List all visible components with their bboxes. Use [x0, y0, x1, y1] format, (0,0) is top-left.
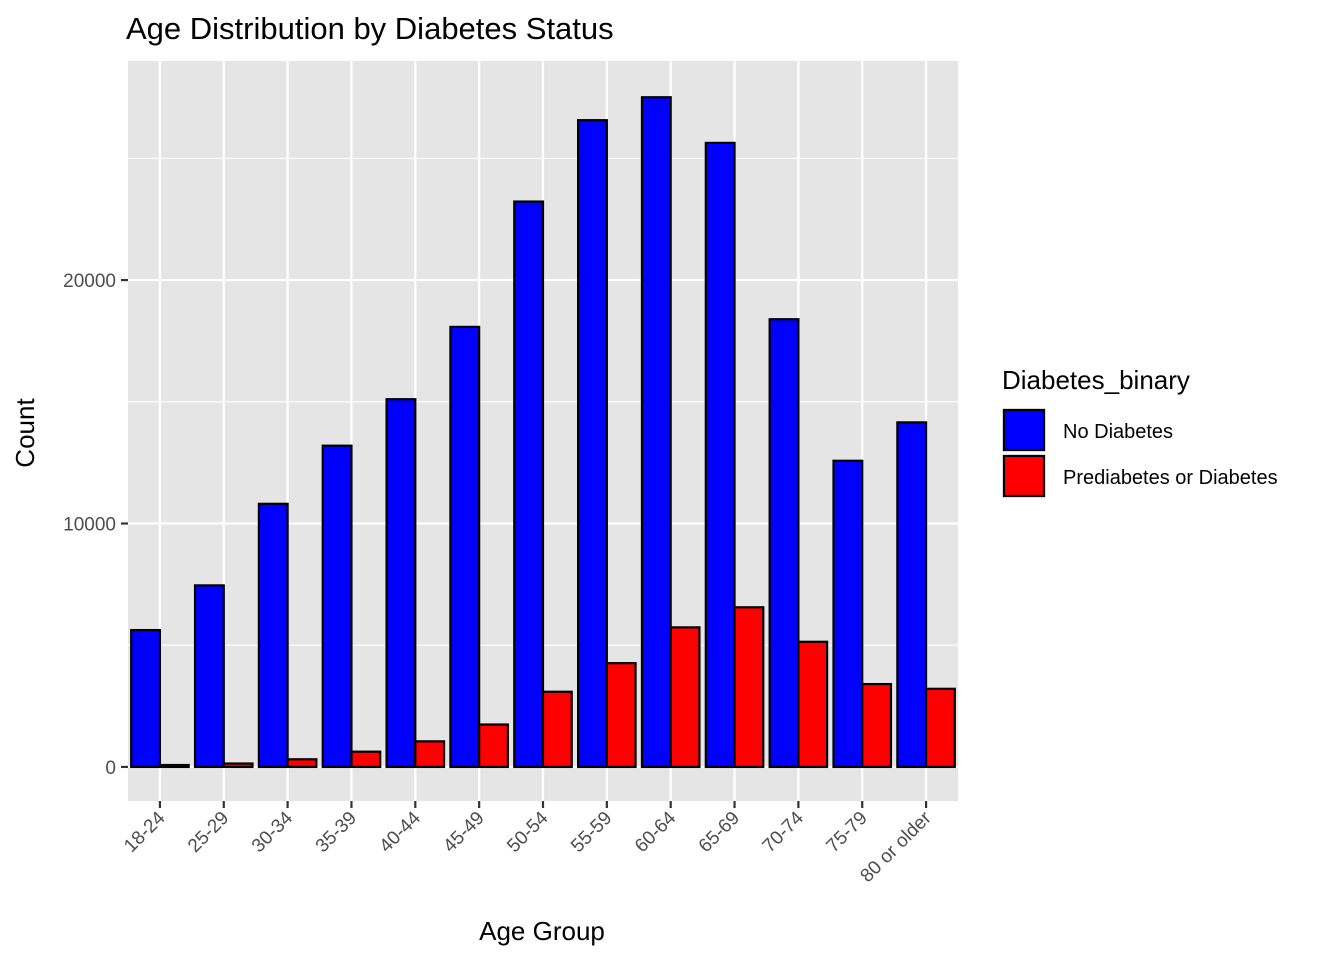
y-axis: 0 10000 20000	[63, 271, 128, 779]
bar-prediabetes-or-diabetes-70-74	[797, 640, 829, 769]
bar-no-diabetes-45-49	[449, 325, 481, 769]
legend-swatch	[1002, 408, 1046, 452]
bar-no-diabetes-40-44	[385, 398, 417, 769]
bar-prediabetes-or-diabetes-65-69	[733, 606, 765, 769]
chart-title: Age Distribution by Diabetes Status	[126, 11, 614, 46]
bar-prediabetes-or-diabetes-50-54	[541, 690, 573, 769]
x-axis-title: Age Group	[479, 916, 605, 946]
bar-prediabetes-or-diabetes-60-64	[669, 626, 701, 769]
x-tick-label: 25-29	[184, 808, 233, 857]
bar-no-diabetes-25-29	[193, 584, 225, 769]
x-tick-label: 50-54	[503, 807, 553, 857]
bar-no-diabetes-35-39	[321, 444, 353, 769]
legend: Diabetes_binary No Diabetes Prediabetes o…	[1002, 365, 1278, 498]
legend-title: Diabetes_binary	[1002, 365, 1190, 395]
legend-label: Prediabetes or Diabetes	[1063, 467, 1278, 489]
y-axis-title: Count	[10, 398, 40, 468]
bar-no-diabetes-60-64	[640, 96, 672, 769]
bar-no-diabetes-70-74	[768, 318, 800, 769]
bar-prediabetes-or-diabetes-40-44	[414, 740, 446, 769]
bar-prediabetes-or-diabetes-30-34	[286, 758, 318, 769]
x-tick-label: 18-24	[120, 807, 170, 857]
bar-prediabetes-or-diabetes-18-24	[158, 763, 190, 769]
bar-no-diabetes-75-79	[832, 459, 864, 769]
legend-label: No Diabetes	[1063, 421, 1173, 443]
y-tick-label: 10000	[63, 515, 116, 536]
legend-swatch	[1002, 454, 1046, 498]
bar-prediabetes-or-diabetes-35-39	[350, 750, 382, 769]
bar-prediabetes-or-diabetes-45-49	[478, 723, 509, 769]
x-tick-label: 80 or older	[857, 807, 937, 887]
y-tick-label: 20000	[63, 271, 116, 292]
x-tick-label: 75-79	[823, 808, 872, 857]
x-tick-label: 45-49	[439, 808, 488, 857]
x-tick-label: 30-34	[248, 807, 298, 857]
x-tick-label: 40-44	[376, 807, 426, 857]
bar-prediabetes-or-diabetes-25-29	[222, 762, 254, 769]
x-tick-label: 70-74	[759, 807, 809, 857]
bar-no-diabetes-65-69	[704, 141, 736, 769]
x-axis: 18-24 25-29 30-34 35-39 40-44 45-49 50-54 55-59…	[120, 801, 936, 887]
bar-no-diabetes-80-or-older	[896, 421, 928, 769]
x-tick-label: 35-39	[312, 808, 361, 857]
bars	[130, 96, 956, 769]
bar-no-diabetes-50-54	[513, 200, 545, 769]
bar-prediabetes-or-diabetes-75-79	[861, 682, 893, 769]
bar-no-diabetes-55-59	[577, 119, 608, 769]
y-tick-label: 0	[105, 758, 116, 779]
bar-prediabetes-or-diabetes-55-59	[605, 662, 637, 769]
x-tick-label: 55-59	[567, 808, 616, 857]
bar-no-diabetes-30-34	[257, 502, 289, 769]
x-tick-label: 65-69	[695, 808, 744, 857]
bar-no-diabetes-18-24	[130, 628, 162, 769]
x-tick-label: 60-64	[631, 807, 681, 857]
bar-prediabetes-or-diabetes-80-or-older	[924, 687, 956, 769]
